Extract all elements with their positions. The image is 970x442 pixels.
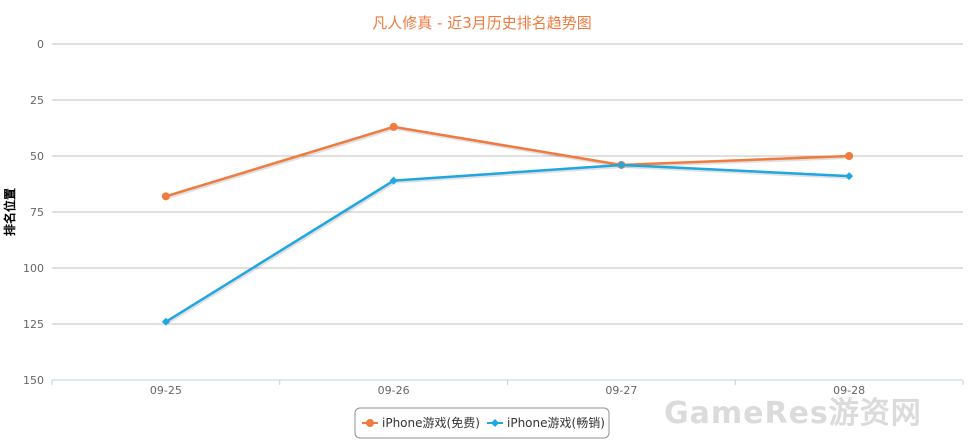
x-tick-label: 09-26 (378, 384, 410, 397)
data-point-series-0[interactable] (845, 152, 854, 160)
legend[interactable]: iPhone游戏(免费) iPhone游戏(畅销) (354, 407, 610, 439)
y-tick-label: 125 (23, 318, 44, 331)
legend-box (354, 407, 610, 439)
x-axis-ticks: 09-25 09-26 09-27 09-28 (51, 380, 964, 397)
y-axis-label: 排名位置 (2, 188, 17, 236)
data-point-series-1[interactable] (161, 317, 170, 326)
series-shadow (166, 125, 851, 200)
x-tick-label: 09-25 (150, 384, 182, 397)
y-tick-label: 0 (37, 38, 44, 51)
grid-lines (52, 43, 963, 325)
series-group (161, 122, 854, 326)
x-tick-label: 09-28 (833, 384, 865, 397)
series-line-1 (165, 163, 850, 323)
y-tick-label: 150 (23, 374, 44, 387)
data-point-series-1[interactable] (845, 172, 854, 181)
y-tick-label: 25 (30, 94, 44, 107)
data-point-series-0[interactable] (389, 122, 398, 131)
watermark: GameRes游资网 (664, 396, 922, 431)
y-tick-label: 100 (23, 262, 44, 275)
data-point-series-0[interactable] (161, 192, 170, 201)
series-shadow (165, 163, 851, 325)
legend-label-grossing[interactable]: iPhone游戏(畅销) (507, 416, 605, 430)
y-tick-label: 50 (30, 150, 44, 163)
legend-marker-free (366, 419, 374, 427)
legend-label-free[interactable]: iPhone游戏(免费) (382, 415, 480, 430)
data-point-series-1[interactable] (617, 160, 626, 169)
x-tick-label: 09-27 (605, 384, 637, 397)
y-axis-ticks: 0 25 50 75 100 125 150 (23, 38, 44, 387)
data-point-series-1[interactable] (389, 176, 398, 185)
legend-marker-grossing (491, 419, 499, 427)
chart-title: 凡人修真 - 近3月历史排名趋势图 (372, 14, 592, 32)
series-line-0 (165, 125, 850, 198)
y-tick-label: 75 (30, 206, 44, 219)
